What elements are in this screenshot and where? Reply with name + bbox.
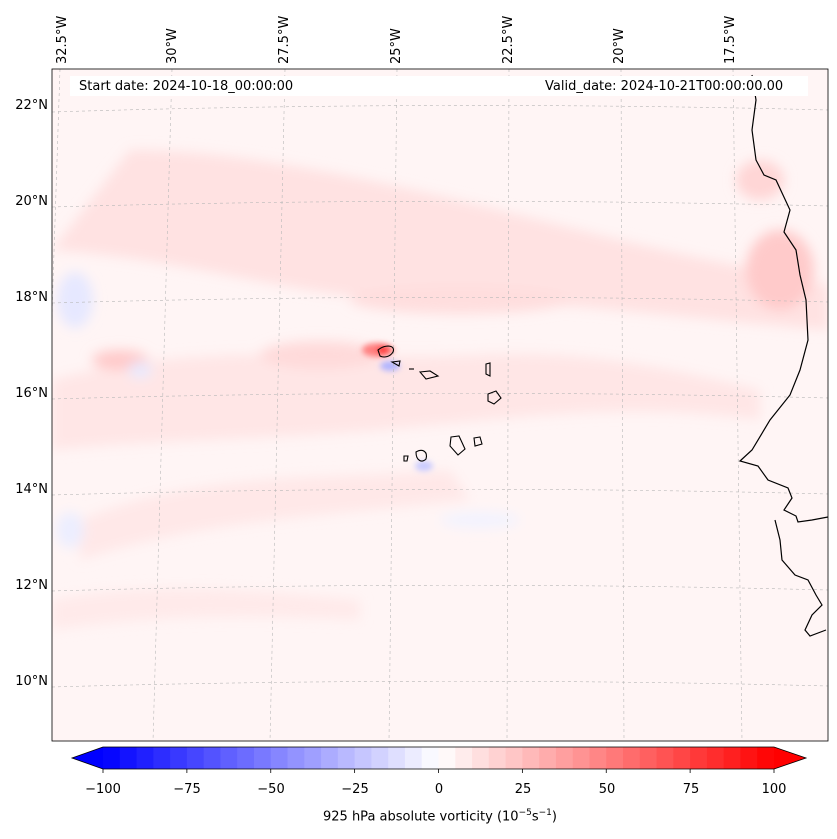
colorbar-band [723,747,742,769]
valid-date-label: Valid_date: 2024-10-21T00:00:00.00 [545,79,784,94]
colorbar-tick-label: −50 [257,782,285,797]
colorbar-band [203,747,222,769]
lat-label-12n: 12°N [15,578,48,593]
lon-label-25w: 25°W [389,28,404,64]
colorbar-band [488,747,507,769]
colorbar-band [706,747,725,769]
colorbar-band [388,747,406,769]
colorbar-band [136,747,154,769]
colorbar-band [555,747,574,769]
lon-label-30w: 30°W [165,28,180,64]
colorbar-band [421,747,440,769]
colorbar-band [354,747,372,769]
colorbar-band [740,747,758,769]
colorbar-title: 925 hPa absolute vorticity (10−5s−1) [323,808,557,825]
colorbar-band [186,747,205,769]
colorbar-tick-label: −75 [173,782,201,797]
colorbar-tick-label: −100 [85,782,121,797]
colorbar-tick-label: −25 [341,782,369,797]
colorbar-band [673,747,691,769]
colorbar-min-extend [72,747,103,769]
cape-verde-islands [377,345,502,462]
lon-label-22-5w: 22.5°W [501,15,516,64]
colorbar-band [270,747,289,769]
colorbar-band [337,747,356,769]
colorbar-band [539,747,557,769]
lon-label-32-5w: 32.5°W [55,15,70,64]
lon-label-27-5w: 27.5°W [277,15,292,64]
colorbar-band [589,747,607,769]
map-frame [51,68,829,742]
colorbar-band [656,747,674,769]
colorbar-band [606,747,624,769]
colorbar-band [438,747,456,769]
colorbar-band [505,747,523,769]
map-gridlines [52,69,828,741]
lat-label-20n: 20°N [15,194,48,209]
colorbar-band [119,747,138,769]
colorbar-tick-label: 0 [434,782,444,797]
lat-label-22n: 22°N [15,98,48,113]
colorbar-band [153,747,171,769]
colorbar-band [220,747,238,769]
colorbar-tick-label: 100 [761,782,787,797]
colorbar-band [371,747,389,769]
colorbar-band [404,747,423,769]
colorbar-band [287,747,305,769]
lon-label-17-5w: 17.5°W [723,15,738,64]
lat-label-10n: 10°N [15,674,48,689]
colorbar-band [170,747,188,769]
colorbar-band [472,747,490,769]
colorbar [70,746,808,773]
colorbar-tick-label: 75 [682,782,700,797]
colorbar-band [253,747,272,769]
vorticity-field [52,69,828,741]
colorbar-max-extend [774,747,806,769]
colorbar-band [522,747,540,769]
colorbar-band [690,747,708,769]
start-date-label: Start date: 2024-10-18_00:00:00 [79,79,294,94]
colorbar-band [103,747,121,769]
lon-label-20w: 20°W [612,28,627,64]
colorbar-tick-label: 50 [598,782,616,797]
colorbar-band [321,747,339,769]
lat-label-18n: 18°N [15,290,48,305]
colorbar-band [237,747,255,769]
colorbar-band [304,747,322,769]
colorbar-tick-label: 25 [514,782,532,797]
lat-label-16n: 16°N [15,386,48,401]
colorbar-band [455,747,473,769]
colorbar-band [757,747,775,769]
lat-label-14n: 14°N [15,482,48,497]
coastline [738,74,828,637]
colorbar-band [572,747,591,769]
colorbar-band [623,747,641,769]
info-box [70,76,808,96]
colorbar-band [639,747,658,769]
